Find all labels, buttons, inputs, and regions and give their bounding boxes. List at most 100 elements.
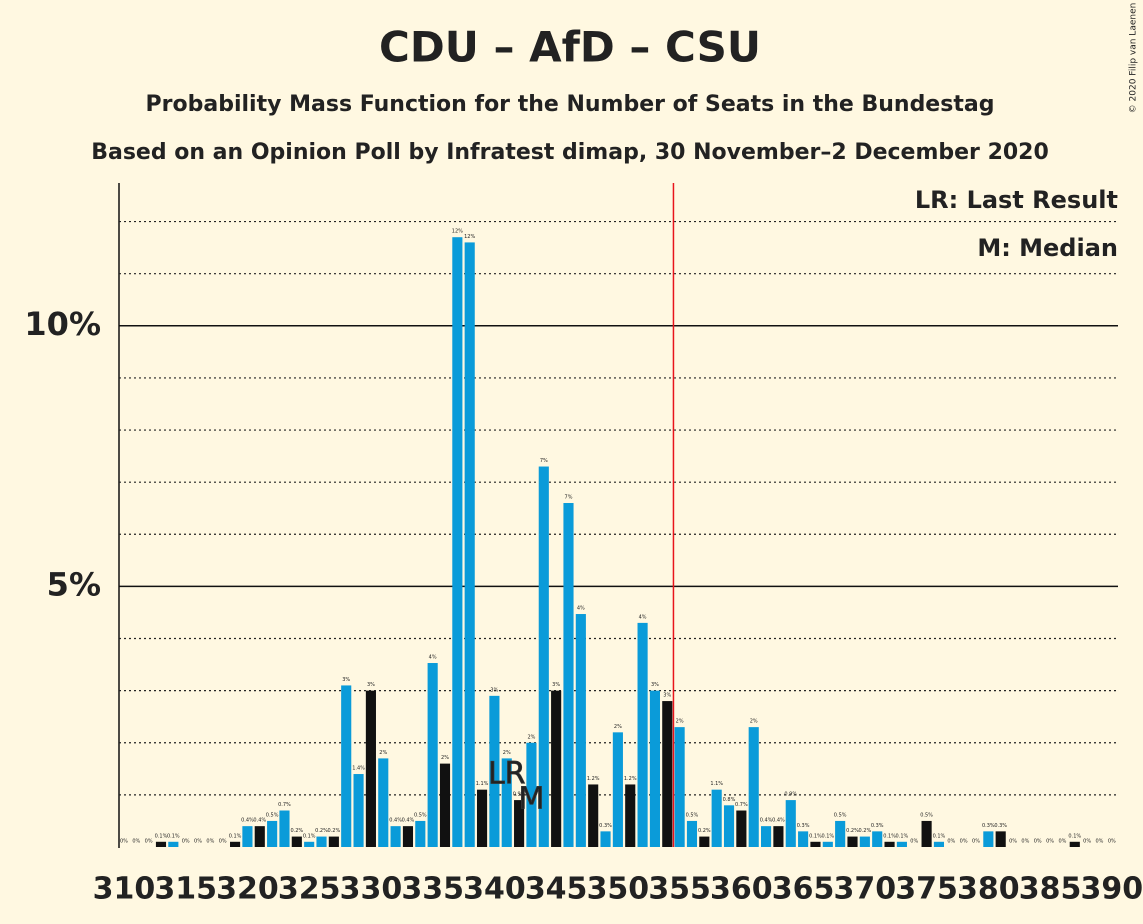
bar [575,614,586,847]
value-label: 0.3% [871,823,884,829]
value-label: 0.3% [994,823,1007,829]
value-label: 3% [651,682,659,688]
value-label: 2% [750,719,758,725]
value-label: 0% [120,839,128,845]
value-label: 2% [676,719,684,725]
x-tick-label: 365 [772,872,835,907]
bar [810,841,821,847]
value-label: 12% [452,229,463,235]
value-label: 12% [464,234,475,240]
bar [859,836,870,847]
bar [353,774,364,847]
x-tick-label: 385 [1019,872,1082,907]
value-label: 0.1% [155,833,168,839]
bar [279,810,290,847]
bar [711,789,722,847]
bar [316,836,327,847]
bar [526,742,537,847]
value-label: 0% [1058,839,1066,845]
bar [588,784,599,847]
value-label: 3% [342,677,350,683]
bar [341,685,352,847]
bar [896,841,907,847]
bar [514,800,525,847]
value-label: 0.1% [229,833,242,839]
x-tick-label: 375 [895,872,958,907]
bar [872,831,883,847]
value-label: 0.2% [315,828,328,834]
bar [254,826,265,847]
legend-entry: LR: Last Result [915,186,1118,214]
value-label: 0.1% [1068,833,1081,839]
bar [155,841,167,847]
value-label: 0.2% [290,828,303,834]
x-tick-label: 370 [834,872,897,907]
bar [798,831,809,847]
bar [168,841,179,847]
value-label: 0% [1096,839,1104,845]
bar [736,810,747,847]
bar [785,800,796,847]
x-tick-label: 340 [463,872,526,907]
value-label: 0% [960,839,968,845]
value-label: 0.9% [784,792,797,798]
bar [464,242,475,847]
x-tick-label: 380 [957,872,1020,907]
value-label: 0.4% [760,818,773,824]
bar [983,831,994,847]
bar [822,841,833,847]
bar [662,701,673,847]
x-tick-label: 360 [710,872,773,907]
chart-subtitle: Based on an Opinion Poll by Infratest di… [91,140,1049,165]
value-label: 0% [132,839,140,845]
bar [699,836,710,847]
bar [390,826,401,847]
bar [551,690,562,847]
value-label: 0.1% [821,833,834,839]
value-label: 7% [565,495,573,501]
value-label: 2% [379,750,387,756]
bar [489,695,500,847]
value-label: 0.5% [686,812,699,818]
value-label: 0% [182,839,190,845]
bar [649,690,660,847]
x-tick-label: 310 [93,872,156,907]
bar [748,727,759,847]
value-label: 0.7% [735,802,748,808]
bar [476,789,488,847]
value-label: 3% [490,687,498,693]
value-label: 0% [972,839,980,845]
bar [427,663,438,847]
value-label: 1.1% [476,781,489,787]
value-label: 1.4% [352,766,365,772]
value-label: 0.3% [982,823,995,829]
value-label: 1.2% [587,776,600,782]
value-label: 0% [1083,839,1091,845]
value-label: 0% [194,839,202,845]
value-label: 0.4% [241,818,254,824]
x-tick-label: 390 [1081,872,1143,907]
bar [637,622,648,847]
chart-title: CDU – AfD – CSU [379,23,761,72]
median-marker: M [518,782,544,817]
value-label: 0.3% [797,823,810,829]
bar [439,763,451,847]
value-label: 0% [219,839,227,845]
value-label: 0.4% [402,818,415,824]
value-label: 0% [1009,839,1017,845]
value-label: 0.2% [859,828,872,834]
bar [674,727,685,847]
x-tick-label: 345 [525,872,588,907]
bar [686,820,698,847]
value-label: 1.2% [624,776,637,782]
legend-entry: M: Median [977,234,1118,262]
value-label: 7% [540,458,548,464]
value-label: 0.1% [167,833,180,839]
bar [452,237,463,847]
bar [625,784,636,847]
bar [847,836,858,847]
value-label: 0% [910,839,918,845]
value-label: 2% [527,734,535,740]
value-label: 0.2% [698,828,711,834]
value-label: 1.1% [710,781,723,787]
